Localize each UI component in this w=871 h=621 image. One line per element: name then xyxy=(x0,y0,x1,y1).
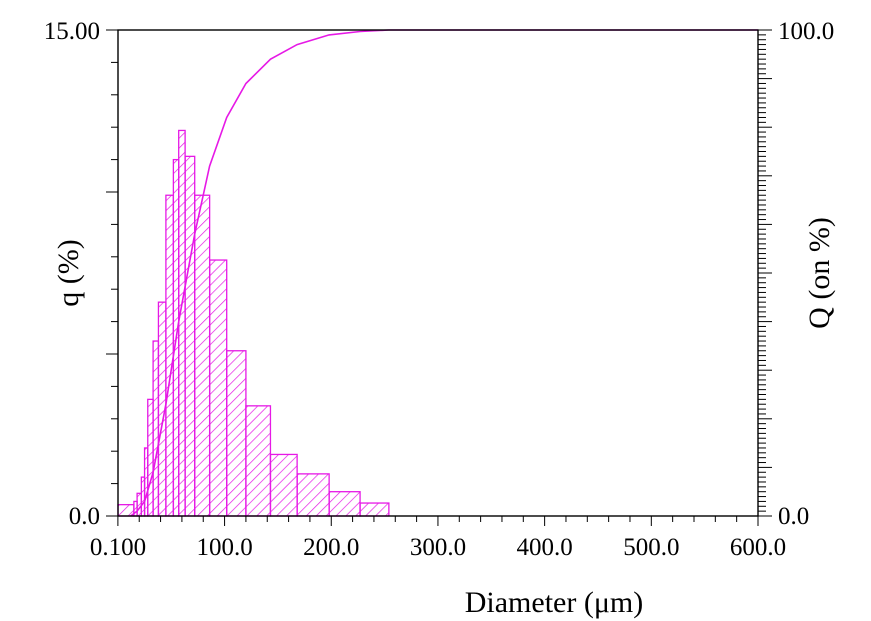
x-tick-label: 600.0 xyxy=(730,534,786,561)
right-axis-ticks xyxy=(758,29,772,517)
y-left-tick-max: 15.00 xyxy=(44,18,100,45)
x-tick-label: 100.0 xyxy=(196,534,252,561)
y-right-tick-min: 0.0 xyxy=(778,503,809,530)
histogram-bars xyxy=(117,129,390,517)
y-left-tick-min: 0.0 xyxy=(69,503,100,530)
histogram-bar xyxy=(147,398,154,517)
x-tick-label: 500.0 xyxy=(623,534,679,561)
y-right-tick-max: 100.0 xyxy=(778,18,834,45)
histogram-bar xyxy=(165,194,175,517)
x-axis-minor-ticks xyxy=(117,516,759,526)
histogram-bar xyxy=(117,504,135,517)
y-left-axis-label: q (%) xyxy=(52,239,85,306)
histogram-bar xyxy=(328,491,361,517)
histogram-bar xyxy=(208,259,228,517)
x-tick-label: 200.0 xyxy=(303,534,359,561)
x-tick-label: 300.0 xyxy=(410,534,466,561)
histogram-bar xyxy=(226,350,247,517)
histogram-bar xyxy=(359,502,390,517)
histogram-bar xyxy=(152,340,160,517)
histogram-bar xyxy=(245,405,272,517)
y-right-axis-label: Q (on %) xyxy=(803,217,836,329)
histogram-bar xyxy=(178,129,186,517)
x-tick-label: 0.100 xyxy=(90,534,146,561)
histogram-bar xyxy=(296,473,330,517)
left-axis-ticks xyxy=(106,29,118,517)
x-axis-label: Diameter (μm) xyxy=(465,586,644,619)
cumulative-curve xyxy=(130,29,758,517)
x-tick-label: 400.0 xyxy=(517,534,573,561)
histogram-bar xyxy=(269,453,298,517)
x-axis-tick-labels: 0.100 100.0 200.0 300.0 400.0 500.0 600.0 xyxy=(90,534,786,561)
histogram-bar xyxy=(194,194,211,517)
histogram-bar xyxy=(184,155,196,517)
